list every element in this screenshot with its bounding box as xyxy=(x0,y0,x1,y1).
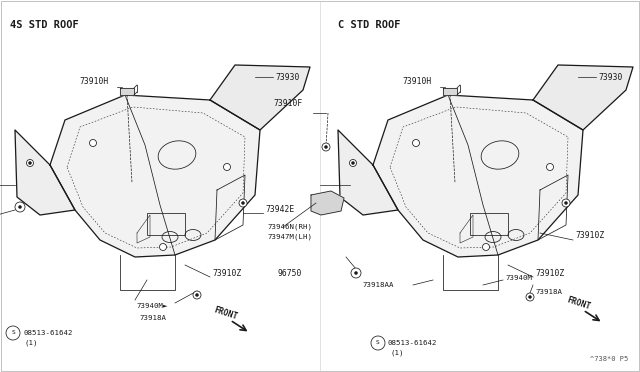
Text: 73910H: 73910H xyxy=(402,77,431,87)
Circle shape xyxy=(483,244,490,250)
Text: 73910Z: 73910Z xyxy=(535,269,564,278)
Polygon shape xyxy=(338,130,398,215)
Text: 08513-61642: 08513-61642 xyxy=(23,330,72,336)
Text: 73940M: 73940M xyxy=(506,275,533,281)
Polygon shape xyxy=(120,88,134,95)
Circle shape xyxy=(195,294,198,296)
Polygon shape xyxy=(533,65,633,130)
Circle shape xyxy=(29,161,31,164)
Text: (1): (1) xyxy=(390,350,403,356)
Text: (1): (1) xyxy=(25,340,38,346)
Circle shape xyxy=(529,295,531,298)
Text: 73910Z: 73910Z xyxy=(575,231,604,241)
Circle shape xyxy=(26,160,33,167)
Circle shape xyxy=(351,268,361,278)
Circle shape xyxy=(526,293,534,301)
Circle shape xyxy=(547,164,554,170)
Circle shape xyxy=(324,145,328,148)
Text: S: S xyxy=(376,340,380,346)
Circle shape xyxy=(413,140,419,147)
Circle shape xyxy=(562,199,570,207)
Text: 73918AA: 73918AA xyxy=(363,282,394,288)
Circle shape xyxy=(355,272,358,275)
Text: 73918A: 73918A xyxy=(140,315,167,321)
Polygon shape xyxy=(210,65,310,130)
Text: 96750: 96750 xyxy=(278,269,302,278)
Text: 73946N(RH): 73946N(RH) xyxy=(268,224,313,230)
Text: 73930: 73930 xyxy=(598,73,622,82)
Circle shape xyxy=(564,202,568,205)
Polygon shape xyxy=(15,130,75,215)
Circle shape xyxy=(19,205,22,208)
Text: C STD ROOF: C STD ROOF xyxy=(338,20,401,30)
Circle shape xyxy=(322,143,330,151)
Text: FRONT: FRONT xyxy=(213,305,239,321)
Text: 73910F: 73910F xyxy=(273,99,302,108)
Circle shape xyxy=(349,160,356,167)
Circle shape xyxy=(239,199,247,207)
Circle shape xyxy=(193,291,201,299)
Polygon shape xyxy=(50,95,260,257)
Polygon shape xyxy=(443,88,457,95)
Text: 73910H: 73910H xyxy=(79,77,108,87)
Text: 73910Z: 73910Z xyxy=(212,269,241,278)
Text: 73947M(LH): 73947M(LH) xyxy=(268,234,313,240)
Text: 4S STD ROOF: 4S STD ROOF xyxy=(10,20,79,30)
Circle shape xyxy=(159,244,166,250)
Circle shape xyxy=(15,202,25,212)
Polygon shape xyxy=(311,191,344,215)
Text: S: S xyxy=(11,330,15,336)
Text: 73930: 73930 xyxy=(275,73,300,82)
Polygon shape xyxy=(373,95,583,257)
Text: 08513-61642: 08513-61642 xyxy=(388,340,438,346)
Text: 73940M►: 73940M► xyxy=(137,303,168,309)
Text: ^738*0 P5: ^738*0 P5 xyxy=(589,356,628,362)
Circle shape xyxy=(351,161,355,164)
Circle shape xyxy=(90,140,97,147)
Bar xyxy=(147,213,185,235)
Circle shape xyxy=(241,202,244,205)
Text: 73918A: 73918A xyxy=(536,289,563,295)
Circle shape xyxy=(223,164,230,170)
Text: FRONT: FRONT xyxy=(566,295,592,311)
Bar xyxy=(470,213,508,235)
Text: 73942E: 73942E xyxy=(265,205,294,214)
